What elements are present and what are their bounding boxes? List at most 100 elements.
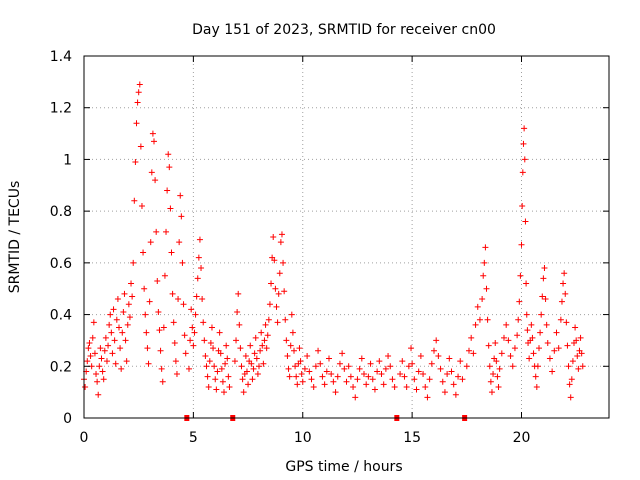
data-point: [540, 275, 547, 282]
data-point: [254, 371, 261, 378]
data-point: [277, 239, 284, 246]
data-point: [151, 138, 157, 145]
data-point: [515, 316, 522, 323]
data-point: [495, 383, 502, 390]
data-point: [521, 125, 528, 132]
data-point: [133, 120, 140, 127]
data-point: [533, 383, 540, 390]
data-point: [160, 324, 167, 331]
data-point: [284, 352, 291, 359]
data-point: [365, 373, 372, 380]
data-point: [135, 89, 142, 96]
data-point: [450, 381, 457, 388]
data-point: [564, 342, 571, 349]
data-point: [268, 280, 275, 287]
data-point: [208, 324, 215, 331]
data-point: [125, 301, 132, 308]
data-point: [507, 352, 514, 359]
data-point: [484, 316, 491, 323]
data-point: [441, 389, 448, 396]
data-point: [158, 365, 165, 372]
data-point: [245, 381, 252, 388]
data-point: [159, 378, 166, 385]
data-point: [470, 350, 477, 357]
data-point: [369, 376, 376, 383]
data-point: [186, 365, 192, 372]
data-point: [380, 381, 387, 388]
data-point: [339, 350, 346, 357]
data-point: [574, 352, 581, 359]
data-point: [363, 381, 370, 388]
data-point: [170, 319, 177, 326]
data-point: [146, 298, 153, 305]
x-tick-label: 10: [294, 430, 312, 446]
data-point: [145, 360, 152, 367]
data-point: [272, 285, 279, 292]
data-point: [142, 311, 149, 318]
data-point: [198, 265, 205, 272]
data-point: [565, 363, 572, 370]
data-point: [526, 355, 533, 362]
data-point: [173, 371, 180, 378]
data-point: [452, 391, 459, 398]
data-point: [270, 234, 277, 240]
data-point: [341, 365, 348, 372]
data-point: [276, 270, 283, 277]
data-point: [437, 365, 444, 372]
data-point: [472, 321, 479, 328]
data-point: [519, 202, 526, 209]
data-point: [343, 378, 350, 385]
data-point: [433, 337, 440, 344]
data-point: [299, 378, 306, 385]
data-point: [118, 365, 125, 372]
data-point: [163, 228, 170, 235]
data-point: [474, 303, 481, 310]
grid-lines: [84, 56, 609, 418]
data-point: [476, 316, 483, 323]
data-point: [240, 389, 247, 396]
data-point: [111, 337, 118, 344]
data-point: [205, 383, 212, 390]
data-point: [482, 244, 489, 251]
data-point: [257, 347, 264, 354]
data-point: [196, 236, 203, 243]
y-tick-label: 0.8: [50, 204, 72, 220]
data-point: [411, 376, 418, 383]
data-point: [202, 352, 209, 359]
data-point: [287, 342, 294, 349]
data-point: [239, 376, 246, 383]
data-point: [128, 280, 135, 287]
data-point: [252, 334, 259, 341]
data-point: [189, 324, 196, 331]
data-point: [171, 340, 178, 347]
data-point: [424, 394, 431, 401]
data-point: [516, 298, 523, 305]
data-point: [399, 358, 406, 365]
data-point: [523, 311, 530, 318]
data-point: [194, 275, 201, 282]
data-point: [109, 350, 116, 357]
x-axis-label: GPS time / hours: [285, 459, 402, 475]
data-point: [315, 347, 322, 354]
data-point: [518, 241, 525, 248]
data-point: [543, 321, 550, 328]
data-point: [253, 355, 260, 362]
data-point: [352, 394, 359, 401]
data-point: [190, 342, 197, 349]
data-point: [242, 352, 249, 359]
y-tick-label: 1: [63, 152, 72, 168]
data-point: [214, 368, 221, 375]
data-point: [161, 272, 168, 279]
data-point: [165, 151, 172, 158]
data-point: [435, 352, 442, 359]
data-point: [129, 293, 136, 300]
data-point: [96, 363, 103, 370]
data-point: [310, 383, 317, 390]
data-point: [457, 358, 464, 365]
data-point: [273, 303, 280, 310]
data-point: [544, 340, 551, 347]
data-point: [193, 293, 200, 300]
data-point: [143, 329, 150, 336]
data-point: [294, 381, 301, 388]
data-point: [86, 340, 93, 347]
